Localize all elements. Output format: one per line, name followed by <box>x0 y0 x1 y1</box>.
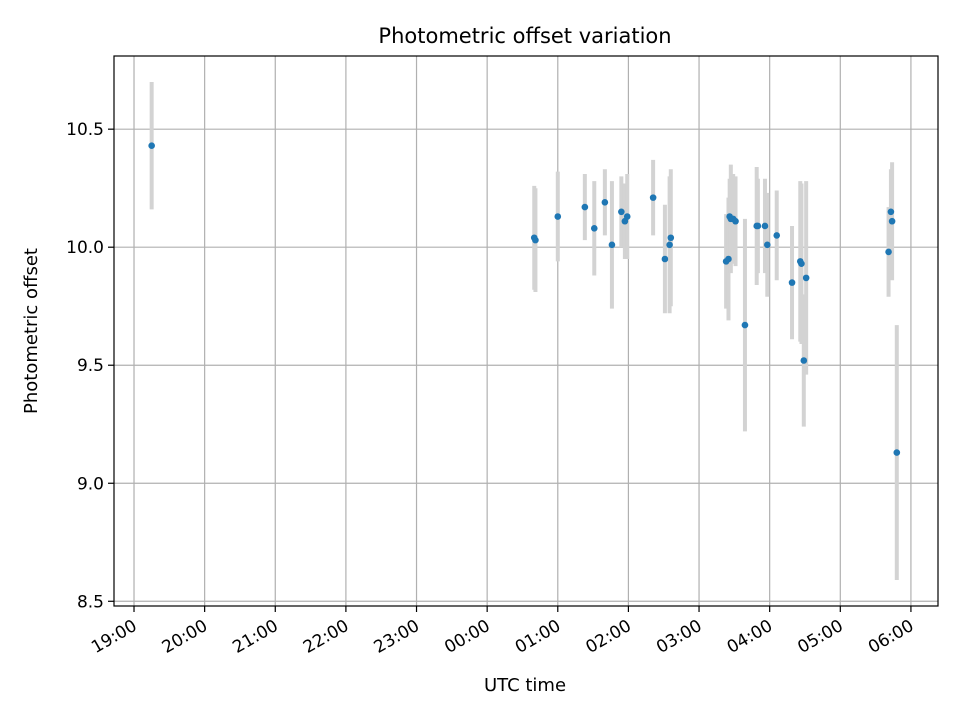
data-point <box>601 199 609 206</box>
data-point <box>649 194 657 201</box>
chart-title: Photometric offset variation <box>378 24 671 48</box>
data-point <box>888 217 896 225</box>
data-point <box>773 232 781 239</box>
data-point <box>887 208 895 216</box>
data-point <box>885 248 892 256</box>
grid-lines <box>114 56 938 606</box>
data-point <box>798 260 805 268</box>
data-point <box>666 241 673 249</box>
y-axis-title: Photometric offset <box>21 248 42 414</box>
data-point <box>741 321 749 329</box>
data-points <box>148 142 901 456</box>
data-point <box>667 234 675 242</box>
data-point <box>554 213 562 220</box>
data-point <box>581 203 589 211</box>
data-point <box>754 222 762 230</box>
y-tick-label: 8.5 <box>77 592 104 612</box>
y-tick-label: 10.5 <box>66 120 104 140</box>
data-point <box>661 255 669 263</box>
data-point <box>623 213 631 220</box>
y-tick-label: 10.0 <box>66 238 104 258</box>
y-tick-label: 9.5 <box>77 356 104 376</box>
data-point <box>761 222 769 230</box>
data-point <box>732 217 739 225</box>
data-point <box>788 279 796 286</box>
plot-area <box>114 56 938 606</box>
plot-frame <box>113 55 939 607</box>
data-point <box>608 241 616 249</box>
data-point <box>764 241 771 249</box>
data-point <box>800 357 808 364</box>
data-point <box>893 449 901 456</box>
data-point <box>590 225 598 232</box>
x-axis-title: UTC time <box>484 675 566 696</box>
data-point <box>618 208 625 216</box>
data-point <box>148 142 155 149</box>
data-point <box>725 255 732 263</box>
data-point <box>802 274 810 282</box>
y-axis-ticks: 8.5 9.0 9.5 10.0 10.5 <box>66 120 114 612</box>
y-tick-label: 9.0 <box>77 474 104 494</box>
data-point <box>532 236 539 244</box>
